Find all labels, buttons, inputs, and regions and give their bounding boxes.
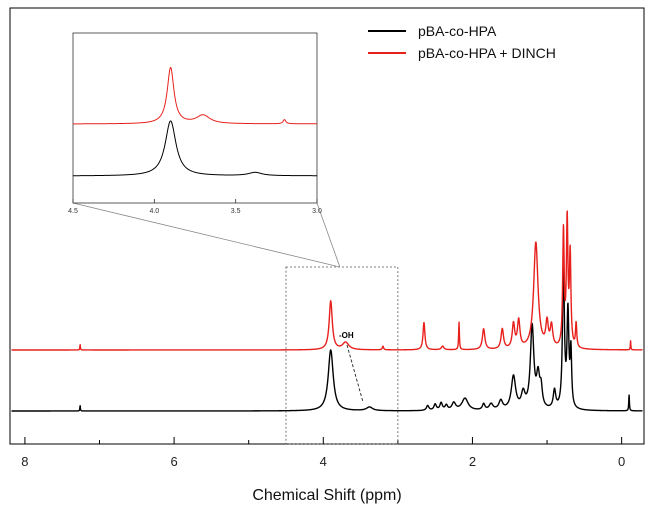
x-tick-label: 2 (469, 454, 476, 469)
inset-series-line-red (72, 66, 318, 125)
series-group (11, 210, 643, 412)
x-axis-ticks: 8 6 4 2 0 (21, 437, 625, 469)
oh-annotation-arrow (346, 344, 364, 403)
inset-tick-label: 3.0 (312, 208, 322, 215)
inset-tick-label: 4.5 (68, 208, 78, 215)
zoom-connector-right (316, 202, 341, 268)
x-tick-label: 0 (618, 454, 625, 469)
legend-label-black: pBA-co-HPA (418, 23, 497, 39)
legend-label-red: pBA-co-HPA + DINCH (418, 45, 556, 61)
inset-tick-label: 3.5 (231, 208, 241, 215)
inset-series-line-black (72, 120, 318, 177)
inset-series-group (72, 66, 318, 177)
plot-frame (9, 7, 645, 445)
x-axis-title: Chemical Shift (ppm) (252, 487, 401, 504)
series-line-red (11, 210, 643, 351)
zoom-connector-left (72, 202, 340, 268)
x-tick-label: 6 (170, 454, 177, 469)
series-line-black (11, 259, 643, 412)
x-tick-label: 8 (21, 454, 28, 469)
x-tick-label: 4 (320, 454, 327, 469)
oh-annotation: -OH (339, 331, 354, 340)
zoom-region-box (285, 266, 399, 445)
inset-tick-label: 4.0 (149, 208, 159, 215)
inset-x-ticks: 4.5 4.0 3.5 3.0 (68, 199, 322, 215)
legend: pBA-co-HPA pBA-co-HPA + DINCH (368, 23, 556, 61)
